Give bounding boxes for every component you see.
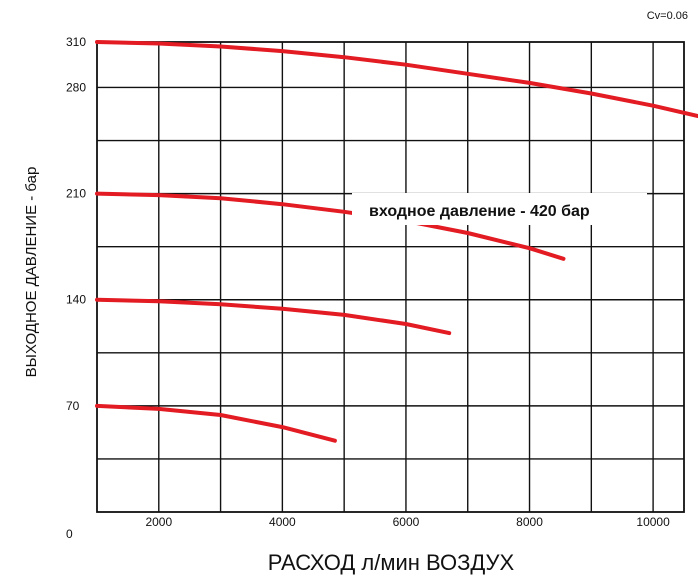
y-tick-label: 280 — [66, 80, 86, 94]
x-tick-label: 4000 — [269, 515, 296, 529]
series-line-3 — [95, 297, 452, 336]
x-tick-label: 10000 — [636, 515, 670, 529]
y-tick-label: 0 — [66, 527, 73, 541]
grid-layer — [96, 41, 685, 513]
series-line-2 — [95, 191, 566, 261]
cv-label: Cv=0.06 — [647, 10, 688, 22]
x-tick-label: 2000 — [145, 515, 172, 529]
series-layer — [95, 40, 698, 443]
y-tick-label: 310 — [66, 35, 86, 49]
x-tick-label: 6000 — [393, 515, 420, 529]
y-tick-label: 210 — [66, 187, 86, 201]
annotation-layer: Cv=0.06 входное давление - 420 бар — [352, 10, 688, 225]
series-line-4 — [95, 403, 337, 443]
y-tick-label: 140 — [66, 293, 86, 307]
y-tick-label: 70 — [66, 399, 80, 413]
axis-layer: 2000 4000 6000 8000 10000 0 70 140 210 280 310 РАСХ… — [23, 35, 670, 575]
inlet-pressure-annotation: входное давление - 420 бар — [369, 203, 590, 220]
series-line-1 — [95, 40, 698, 119]
x-tick-label: 8000 — [516, 515, 543, 529]
plot-frame — [96, 41, 685, 513]
annotation-background — [352, 193, 647, 225]
x-axis-title: РАСХОД л/мин ВОЗДУХ — [268, 550, 515, 575]
y-axis-title: ВЫХОДНОЕ ДАВЛЕНИЕ - бар — [23, 167, 40, 378]
